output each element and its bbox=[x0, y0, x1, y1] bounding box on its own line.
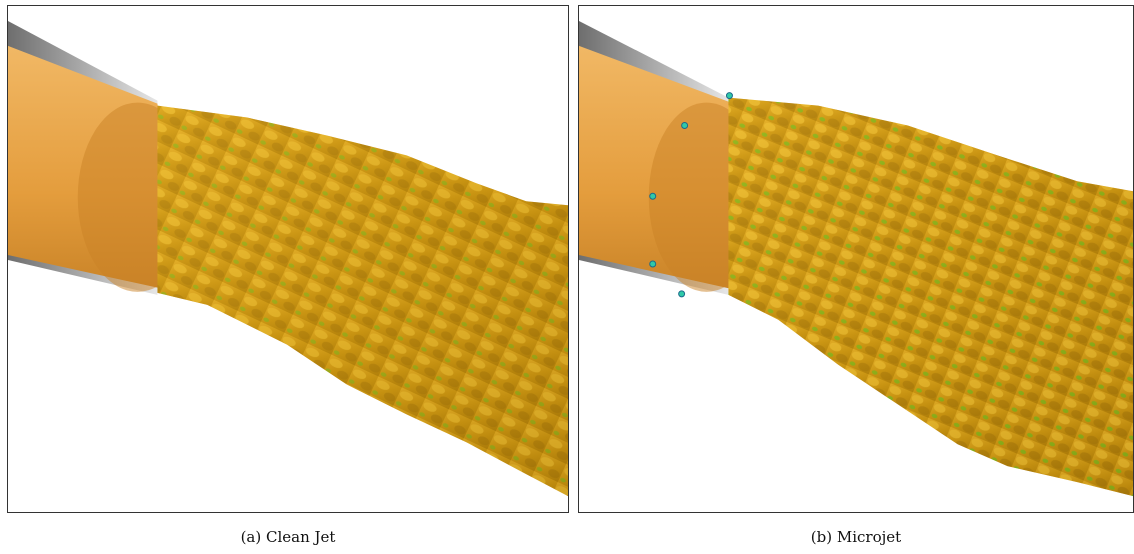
panel-clean-jet bbox=[7, 5, 569, 513]
panel-microjet bbox=[578, 5, 1134, 513]
microjet-injectors bbox=[649, 92, 733, 298]
caption-microjet: (b) Microjet bbox=[810, 528, 902, 546]
caption-clean-jet: (a) Clean Jet bbox=[240, 528, 336, 546]
clean-jet-render bbox=[8, 20, 568, 497]
microjet-render bbox=[579, 20, 1133, 497]
